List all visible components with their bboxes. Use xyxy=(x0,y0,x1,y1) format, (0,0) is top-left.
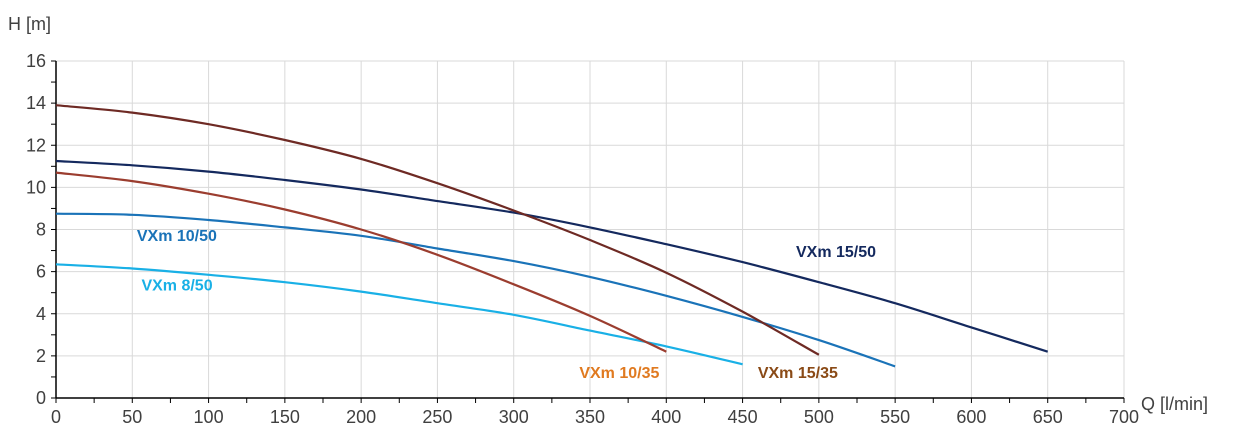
y-tick-label: 10 xyxy=(26,177,46,197)
series-line-vxm-10-35 xyxy=(55,171,667,353)
x-tick-label: 550 xyxy=(880,407,910,427)
x-tick-label: 100 xyxy=(194,407,224,427)
x-axis-label: Q [l/min] xyxy=(1141,394,1208,414)
grid xyxy=(56,60,1125,398)
axes xyxy=(51,60,1125,403)
x-tick-label: 200 xyxy=(346,407,376,427)
series-line-vxm-15-50 xyxy=(55,159,1049,353)
series-label-vxm-10-50: VXm 10/50 xyxy=(137,228,217,245)
y-tick-label: 8 xyxy=(36,220,46,240)
series-label-vxm-8-50: VXm 8/50 xyxy=(141,278,212,295)
series-label-vxm-15-35: VXm 15/35 xyxy=(758,365,838,382)
series-label-vxm-10-35: VXm 10/35 xyxy=(579,365,659,382)
x-tick-label: 500 xyxy=(804,407,834,427)
x-tick-label: 650 xyxy=(1033,407,1063,427)
series-label-vxm-15-50: VXm 15/50 xyxy=(796,244,876,261)
y-tick-label: 16 xyxy=(26,51,46,71)
series-line-vxm-8-50 xyxy=(55,263,743,366)
tick-labels: 0 50 100 150 200 250 300 350 400 450 500 550 600 650 7… xyxy=(26,51,1139,427)
x-tick-label: 450 xyxy=(728,407,758,427)
x-tick-label: 0 xyxy=(51,407,61,427)
series-line-vxm-15-35 xyxy=(55,104,820,356)
y-tick-label: 14 xyxy=(26,93,46,113)
y-tick-label: 4 xyxy=(36,304,46,324)
y-axis-label: H [m] xyxy=(8,14,51,34)
x-tick-label: 50 xyxy=(122,407,142,427)
y-tick-label: 2 xyxy=(36,346,46,366)
series-labels: VXm 8/50 VXm 10/50 VXm 15/50 VXm 10/35 VXm 1… xyxy=(137,228,876,382)
series-lines xyxy=(55,104,1049,368)
x-tick-label: 150 xyxy=(270,407,300,427)
x-tick-label: 400 xyxy=(651,407,681,427)
y-tick-label: 6 xyxy=(36,262,46,282)
x-tick-label: 250 xyxy=(422,407,452,427)
x-tick-label: 300 xyxy=(499,407,529,427)
x-tick-label: 350 xyxy=(575,407,605,427)
x-tick-label: 700 xyxy=(1109,407,1139,427)
y-tick-label: 12 xyxy=(26,135,46,155)
series-line-vxm-10-50 xyxy=(55,212,896,368)
x-tick-label: 600 xyxy=(956,407,986,427)
y-tick-label: 0 xyxy=(36,388,46,408)
